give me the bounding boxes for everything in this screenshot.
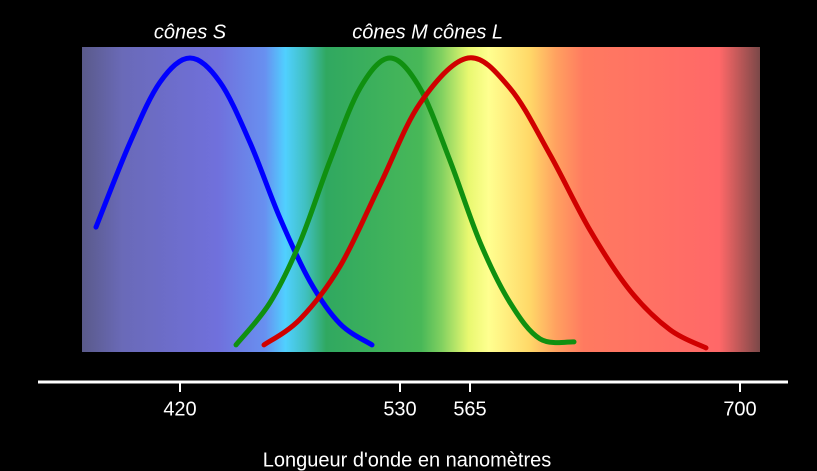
- x-tick-label: 565: [453, 398, 486, 420]
- series-label: cônes M: [352, 21, 428, 43]
- curve: [261, 55, 709, 351]
- x-tick-label: 420: [163, 398, 196, 420]
- x-tick-label: 700: [723, 398, 756, 420]
- series-label: cônes S: [154, 21, 227, 43]
- series-label: cônes L: [433, 21, 503, 43]
- curve: [233, 55, 577, 348]
- x-axis-label: Longueur d'onde en nanomètres: [263, 449, 552, 471]
- x-tick-label: 530: [383, 398, 416, 420]
